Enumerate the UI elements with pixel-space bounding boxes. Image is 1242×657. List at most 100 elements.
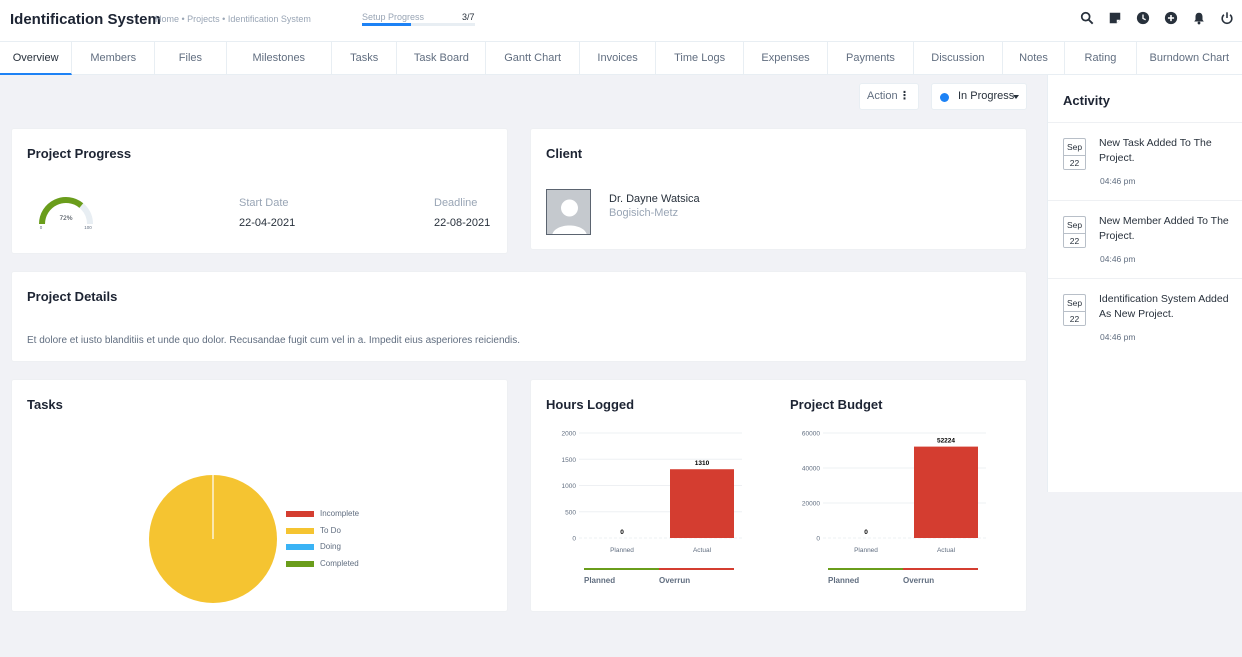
top-bar: Identification System Home • Projects • … bbox=[0, 0, 1242, 42]
start-date-value: 22-04-2021 bbox=[239, 217, 296, 229]
hours-budget-card: Hours Logged Project Budget 0 500 1000 1500… bbox=[530, 379, 1027, 612]
status-dropdown[interactable]: In Progress bbox=[931, 83, 1027, 110]
tab-expenses[interactable]: Expenses bbox=[744, 42, 829, 75]
calendar-date-icon: Sep 22 bbox=[1063, 294, 1086, 326]
y-tick-label: 1500 bbox=[562, 457, 577, 464]
activity-text: Identification System Added As New Proje… bbox=[1099, 293, 1229, 320]
y-tick-label: 1000 bbox=[562, 483, 577, 490]
clock-icon[interactable] bbox=[1136, 11, 1150, 25]
tab-notes[interactable]: Notes bbox=[1003, 42, 1066, 75]
x-tick-label: Actual bbox=[693, 547, 712, 554]
tab-members[interactable]: Members bbox=[72, 42, 156, 75]
user-placeholder-icon bbox=[547, 190, 590, 234]
client-card: Client Dr. Dayne Watsica Bogisich-Metz bbox=[530, 128, 1027, 250]
gauge-value: 72% bbox=[59, 215, 72, 222]
activity-day: 22 bbox=[1064, 156, 1085, 169]
action-button[interactable]: Action ⋮ bbox=[859, 83, 919, 110]
tab-invoices[interactable]: Invoices bbox=[580, 42, 657, 75]
project-progress-card: Project Progress 72% 0 100 Start Date 22… bbox=[11, 128, 508, 254]
progress-gauge: 72% 0 100 bbox=[39, 197, 93, 230]
tab-gantt-chart[interactable]: Gantt Chart bbox=[486, 42, 581, 75]
gauge-min: 0 bbox=[40, 225, 43, 230]
deadline-value: 22-08-2021 bbox=[434, 217, 491, 229]
activity-item[interactable]: Sep 22 New Task Added To The Project. 04:46… bbox=[1048, 122, 1242, 200]
tab-time-logs[interactable]: Time Logs bbox=[656, 42, 745, 75]
activity-day: 22 bbox=[1064, 312, 1085, 325]
sticky-note-icon[interactable] bbox=[1108, 11, 1122, 25]
activity-item[interactable]: Sep 22 Identification System Added As New … bbox=[1048, 278, 1242, 356]
client-company: Bogisich-Metz bbox=[609, 207, 679, 219]
hours-legend-overrun: Overrun bbox=[659, 576, 691, 585]
activity-month: Sep bbox=[1064, 295, 1085, 312]
x-tick-label: Planned bbox=[854, 547, 878, 554]
app-title: Identification System bbox=[10, 11, 161, 28]
y-tick-label: 40000 bbox=[802, 466, 820, 473]
setup-progress-count: 3/7 bbox=[462, 12, 475, 22]
y-tick-label: 0 bbox=[816, 536, 820, 543]
tab-task-board[interactable]: Task Board bbox=[397, 42, 487, 75]
status-label: In Progress bbox=[958, 90, 1015, 102]
card-title: Client bbox=[546, 146, 583, 161]
data-label: 0 bbox=[620, 529, 624, 536]
bar[interactable] bbox=[914, 446, 978, 538]
legend-swatch bbox=[286, 527, 314, 534]
setup-progress-bar bbox=[362, 23, 475, 26]
legend-swatch bbox=[286, 560, 314, 567]
legend-label: Completed bbox=[320, 558, 359, 568]
status-dot-icon bbox=[940, 93, 949, 102]
project-details-card: Project Details Et dolore et iusto bland… bbox=[11, 271, 1027, 362]
plus-circle-icon[interactable] bbox=[1164, 11, 1178, 25]
bell-icon[interactable] bbox=[1192, 11, 1206, 25]
x-tick-label: Planned bbox=[610, 547, 634, 554]
hours-logged-title: Hours Logged bbox=[546, 397, 635, 412]
project-description: Et dolore et iusto blanditiis et unde qu… bbox=[27, 335, 521, 346]
hours-overrun-line bbox=[659, 568, 734, 570]
header-icons bbox=[1080, 11, 1234, 25]
more-vertical-icon: ⋮ bbox=[899, 90, 910, 102]
tab-burndown-chart[interactable]: Burndown Chart bbox=[1149, 52, 1230, 64]
tab-discussion[interactable]: Discussion bbox=[914, 42, 1003, 75]
tasks-pie-chart bbox=[149, 475, 277, 603]
legend-label: Doing bbox=[320, 542, 341, 551]
y-tick-label: 2000 bbox=[562, 431, 577, 438]
tab-rating[interactable]: Rating bbox=[1065, 42, 1137, 75]
legend-label: To Do bbox=[320, 525, 341, 535]
activity-text: New Member Added To The Project. bbox=[1099, 215, 1229, 242]
breadcrumb[interactable]: Home • Projects • Identification System bbox=[155, 14, 311, 24]
activity-time: 04:46 pm bbox=[1100, 254, 1136, 264]
activity-panel: Activity Sep 22 New Task Added To The Proj… bbox=[1047, 75, 1242, 492]
activity-month: Sep bbox=[1064, 217, 1085, 234]
tasks-card: Tasks Incomplete To Do Doing Completed bbox=[11, 379, 508, 612]
tab-files[interactable]: Files bbox=[155, 42, 227, 75]
project-budget-chart: 0 20000 40000 60000 0 Planned 52224 Actual bbox=[802, 431, 986, 554]
activity-time: 04:46 pm bbox=[1100, 176, 1136, 186]
tab-overview[interactable]: Overview bbox=[0, 42, 73, 75]
legend-label: Incomplete bbox=[320, 509, 360, 518]
client-name[interactable]: Dr. Dayne Watsica bbox=[609, 193, 700, 205]
search-icon[interactable] bbox=[1080, 11, 1094, 25]
data-label: 52224 bbox=[937, 438, 955, 445]
avatar[interactable] bbox=[546, 189, 591, 235]
deadline-label: Deadline bbox=[434, 197, 478, 209]
tab-payments[interactable]: Payments bbox=[828, 42, 914, 75]
tab-milestones[interactable]: Milestones bbox=[227, 42, 332, 75]
activity-day: 22 bbox=[1064, 234, 1085, 247]
caret-down-icon bbox=[1013, 95, 1019, 99]
card-title: Tasks bbox=[27, 397, 63, 412]
power-icon[interactable] bbox=[1220, 11, 1234, 25]
y-tick-label: 60000 bbox=[802, 431, 820, 438]
calendar-date-icon: Sep 22 bbox=[1063, 138, 1086, 170]
budget-planned-line bbox=[828, 568, 904, 570]
activity-item[interactable]: Sep 22 New Member Added To The Project. 04:… bbox=[1048, 200, 1242, 278]
activity-month: Sep bbox=[1064, 139, 1085, 156]
bar[interactable] bbox=[670, 469, 734, 538]
budget-legend-planned: Planned bbox=[828, 576, 860, 585]
activity-title: Activity bbox=[1063, 93, 1110, 108]
calendar-date-icon: Sep 22 bbox=[1063, 216, 1086, 248]
card-title: Project Details bbox=[27, 289, 118, 304]
action-button-label: Action bbox=[867, 90, 898, 102]
tab-tasks[interactable]: Tasks bbox=[332, 42, 398, 75]
project-tabs: Overview Members Files Milestones Tasks Task … bbox=[0, 42, 1242, 75]
activity-time: 04:46 pm bbox=[1100, 332, 1136, 342]
setup-progress-label: Setup Progress bbox=[362, 12, 425, 22]
